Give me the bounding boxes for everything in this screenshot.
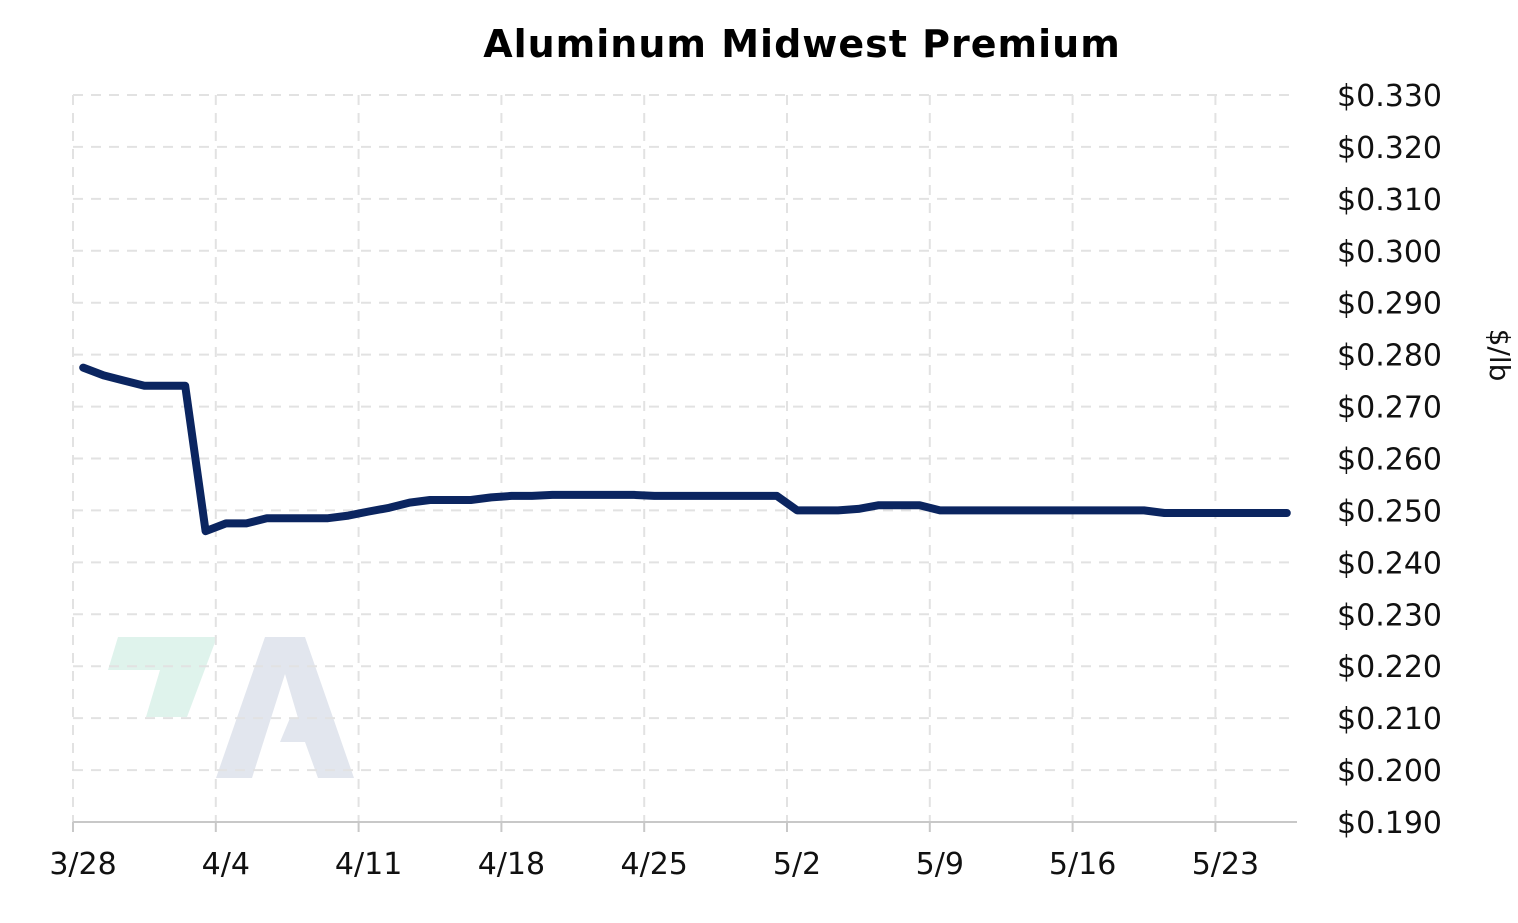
y-tick-label: $0.320 <box>1337 131 1442 166</box>
grid <box>72 94 1297 822</box>
y-tick-label: $0.310 <box>1337 183 1442 218</box>
y-tick-label: $0.240 <box>1337 546 1442 581</box>
x-tick-label: 3/28 <box>49 847 116 882</box>
x-tick-label: 4/18 <box>478 847 545 882</box>
y-tick-label: $0.300 <box>1337 235 1442 270</box>
x-tick-label: 5/9 <box>916 847 964 882</box>
x-tick-label: 5/2 <box>773 847 821 882</box>
y-axis: $0.330 $0.320 $0.310 $0.300 $0.290 $0.280 $0.2… <box>1337 79 1442 841</box>
x-tick-label: 4/25 <box>621 847 688 882</box>
x-axis: 3/28 4/4 4/11 4/18 4/25 5/2 5/9 5/16 5/23 <box>49 821 1297 882</box>
y-tick-label: $0.210 <box>1337 702 1442 737</box>
chart-title: Aluminum Midwest Premium <box>483 22 1121 66</box>
y-axis-title: $/lb <box>1483 329 1516 382</box>
y-tick-label: $0.330 <box>1337 79 1442 114</box>
y-tick-label: $0.250 <box>1337 494 1442 529</box>
y-tick-label: $0.290 <box>1337 287 1442 322</box>
y-tick-label: $0.270 <box>1337 391 1442 426</box>
y-tick-label: $0.220 <box>1337 650 1442 685</box>
series-line <box>79 363 1291 536</box>
y-tick-label: $0.200 <box>1337 754 1442 789</box>
x-tick-label: 5/23 <box>1192 847 1259 882</box>
x-tick-label: 4/11 <box>335 847 402 882</box>
y-tick-label: $0.280 <box>1337 339 1442 374</box>
watermark-logo <box>108 637 354 778</box>
x-tick-label: 5/16 <box>1049 847 1116 882</box>
x-tick-label: 4/4 <box>202 847 250 882</box>
y-tick-label: $0.260 <box>1337 443 1442 478</box>
series-layer <box>79 363 1291 536</box>
y-tick-label: $0.190 <box>1337 806 1442 841</box>
y-tick-label: $0.230 <box>1337 598 1442 633</box>
